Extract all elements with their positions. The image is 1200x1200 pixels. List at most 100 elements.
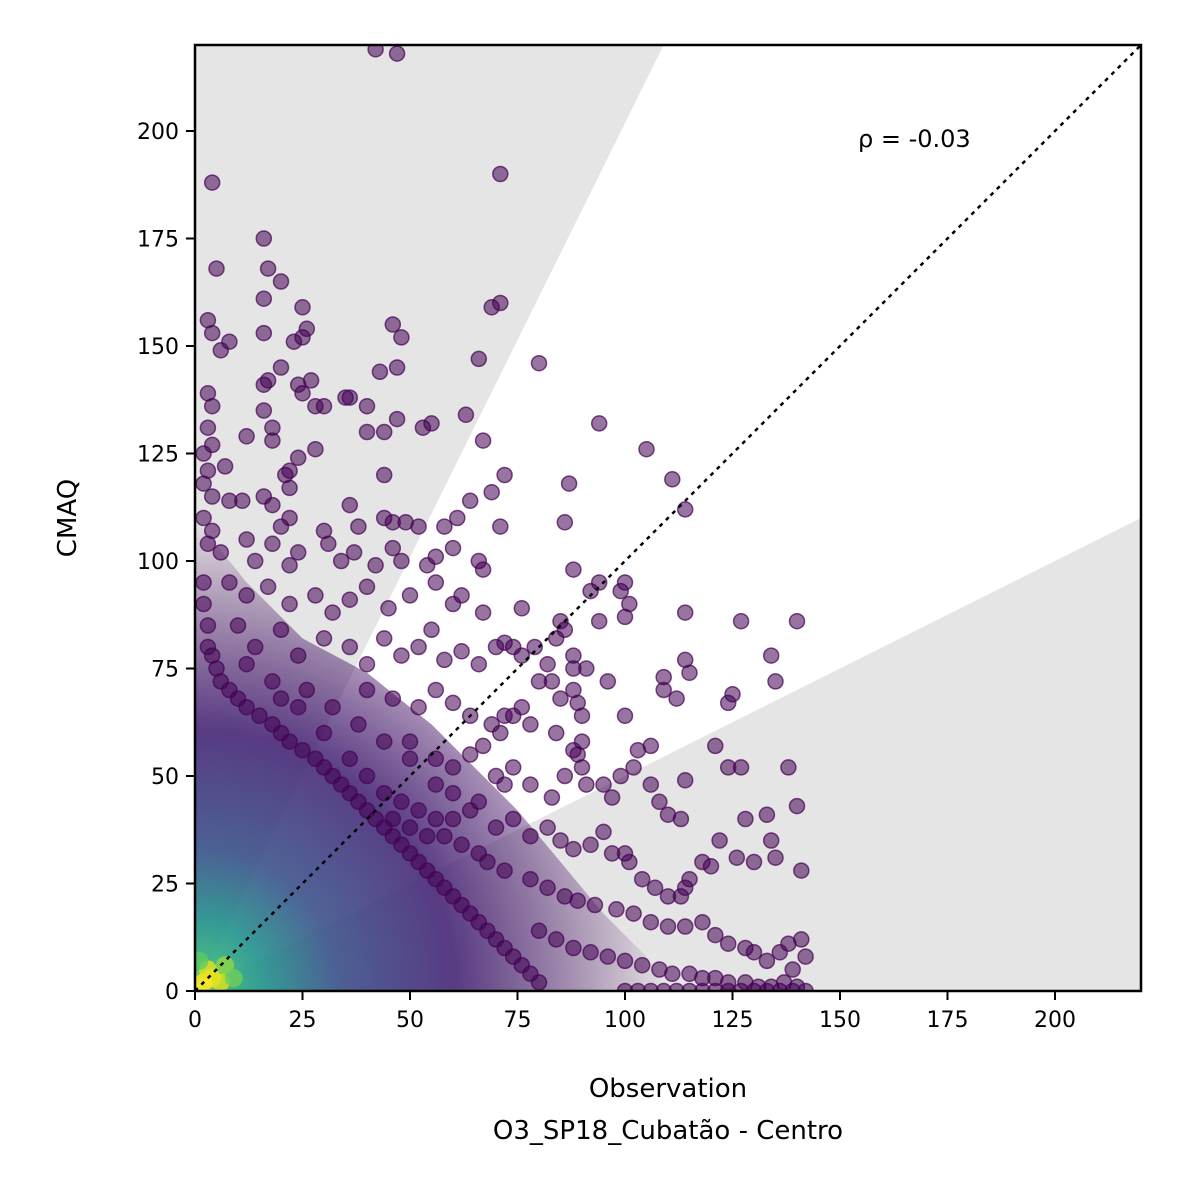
data-point [672,810,690,828]
data-point [436,651,453,669]
data-point [315,630,333,647]
data-point [659,918,677,935]
data-point [199,617,217,634]
x-axis-title: Observation [589,1074,747,1104]
data-point [427,750,445,768]
data-point [203,324,221,342]
data-point [496,862,513,879]
data-point [259,372,277,389]
data-point [621,853,638,871]
data-point [375,630,393,647]
data-point [595,823,612,841]
correlation-annotation: ρ = -0.03 [858,125,971,153]
data-point [496,776,513,793]
data-point [642,913,660,931]
data-point [195,475,212,492]
data-point [375,784,393,802]
density-point [195,951,209,970]
data-point [255,230,273,247]
data-point [655,681,672,699]
data-point [358,767,376,785]
data-point [427,548,445,565]
data-point [264,673,281,690]
data-point [427,810,445,828]
data-point [255,290,273,307]
data-point [797,948,814,965]
data-point [341,638,359,656]
data-point [762,832,780,849]
data-point [470,350,488,368]
data-point [212,544,230,561]
data-point [324,698,341,716]
data-point [410,638,427,656]
data-point [281,733,298,750]
data-point [203,488,221,505]
data-point [410,518,427,535]
data-point [384,316,402,333]
data-point [668,982,685,991]
data-point [418,827,436,845]
data-point [367,557,384,574]
data-point [255,402,273,419]
data-point [264,432,281,449]
data-point [694,913,711,931]
data-point [565,939,582,957]
data-point [569,892,586,909]
data-point [199,419,217,436]
data-point [229,617,247,634]
data-point [732,759,750,776]
data-point [251,707,268,725]
data-point [294,385,311,402]
data-point [702,858,720,875]
identity-line [195,45,1141,991]
x-tick-label: 75 [504,1008,532,1033]
data-point [676,772,694,789]
data-point [474,604,492,621]
density-point [216,956,235,975]
data-point [449,509,466,527]
data-point [307,440,324,458]
data-point [625,905,642,922]
data-point [560,475,578,492]
x-tick-label: 175 [927,1008,969,1033]
data-point [788,612,806,630]
x-tick-label: 100 [604,1008,646,1033]
data-point [289,449,307,467]
data-point [281,595,298,613]
data-point [719,694,737,712]
data-point [216,458,234,475]
data-point [375,423,393,441]
data-point [573,707,591,725]
data-point [358,423,376,441]
data-point [522,827,539,845]
data-point [539,655,556,673]
data-point [281,479,298,497]
data-point [616,952,634,970]
data-point [552,690,569,707]
y-tick-label: 175 [137,228,179,253]
y-tick-label: 25 [151,873,179,898]
data-point [384,690,402,707]
plot-frame [193,43,1143,993]
x-tick-label: 50 [396,1008,424,1033]
data-point [298,681,316,699]
data-point [745,982,763,991]
data-point [530,974,548,991]
data-point [676,501,694,518]
data-point [384,810,402,828]
data-point [767,849,784,866]
data-point [388,410,406,428]
data-point [616,707,634,725]
data-point [608,901,625,918]
y-tick-label: 200 [137,120,179,145]
data-point [221,333,238,350]
data-point [461,746,479,763]
data-point [543,789,561,806]
data-point [771,982,789,991]
data-point [444,539,462,557]
data-point [341,750,359,768]
data-point [264,496,281,514]
data-point [410,802,427,819]
data-point [289,647,307,664]
data-point [616,982,634,991]
